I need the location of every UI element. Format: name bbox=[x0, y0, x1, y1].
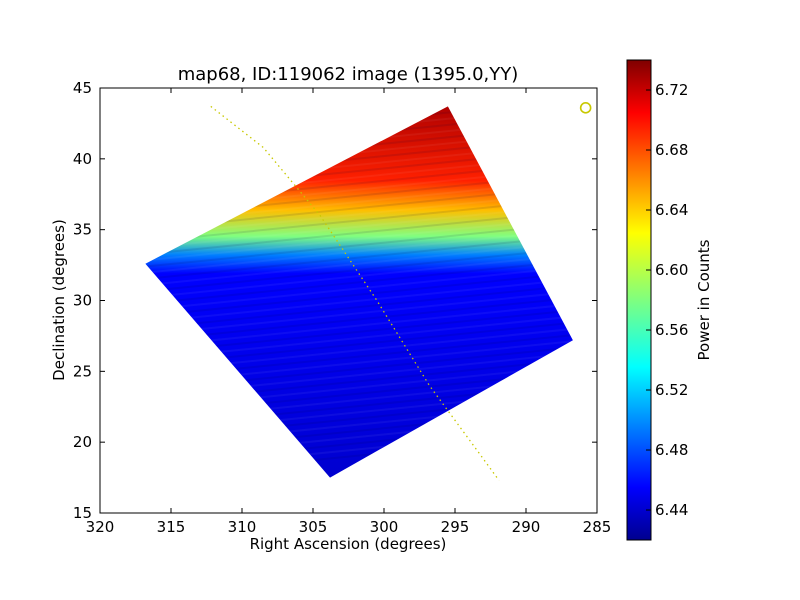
texture-stripe bbox=[145, 106, 573, 145]
texture-stripe bbox=[145, 306, 573, 355]
y-axis: 15 20 25 30 35 40 45 bbox=[73, 79, 597, 522]
x-tick-label: 295 bbox=[441, 518, 470, 536]
y-tick-label: 45 bbox=[73, 79, 92, 97]
texture-stripe bbox=[145, 269, 573, 318]
x-axis-label: Right Ascension (degrees) bbox=[250, 535, 447, 553]
x-tick-label: 310 bbox=[228, 518, 257, 536]
colorbar-ticks: 6.44 6.48 6.52 6.56 6.60 6.64 6.68 6.72 bbox=[646, 81, 688, 519]
source-marker bbox=[579, 102, 592, 114]
colorbar-tick-label: 6.68 bbox=[655, 141, 688, 159]
texture-stripe bbox=[145, 257, 573, 306]
plot-content bbox=[145, 102, 592, 481]
colorbar-label: Power in Counts bbox=[695, 239, 713, 360]
x-tick-label: 290 bbox=[512, 518, 541, 536]
x-tick-label: 300 bbox=[370, 518, 399, 536]
texture-stripe bbox=[145, 106, 573, 139]
x-axis: 320 315 310 305 300 295 290 285 bbox=[86, 88, 612, 536]
texture-stripe bbox=[145, 288, 573, 337]
sky-map-region bbox=[145, 106, 573, 478]
colorbar-tick-label: 6.64 bbox=[655, 201, 688, 219]
x-tick-label: 305 bbox=[299, 518, 328, 536]
y-tick-label: 40 bbox=[73, 150, 92, 168]
x-tick-label: 285 bbox=[583, 518, 612, 536]
y-axis-label: Declination (degrees) bbox=[50, 219, 68, 381]
texture-stripe bbox=[145, 294, 573, 343]
y-tick-label: 15 bbox=[73, 504, 92, 522]
texture-stripe bbox=[145, 106, 573, 132]
colorbar-tick-label: 6.56 bbox=[655, 321, 688, 339]
texture-stripe bbox=[145, 263, 573, 312]
texture-stripe bbox=[145, 244, 573, 293]
x-tick-label: 315 bbox=[157, 518, 186, 536]
x-tick-label: 320 bbox=[86, 518, 115, 536]
colorbar-tick-label: 6.72 bbox=[655, 81, 688, 99]
texture-stripe bbox=[145, 106, 573, 126]
texture-stripe bbox=[145, 251, 573, 299]
y-tick-label: 20 bbox=[73, 433, 92, 451]
texture-stripe bbox=[145, 300, 573, 349]
colorbar-tick-label: 6.60 bbox=[655, 261, 688, 279]
colorbar-tick-label: 6.48 bbox=[655, 441, 688, 459]
texture-stripe bbox=[145, 275, 573, 324]
y-tick-label: 25 bbox=[73, 362, 92, 380]
colorbar-tick-label: 6.52 bbox=[655, 381, 688, 399]
y-tick-label: 35 bbox=[73, 221, 92, 239]
colorbar-gradient bbox=[626, 59, 652, 541]
texture-stripe bbox=[145, 106, 573, 151]
y-tick-label: 30 bbox=[73, 292, 92, 310]
texture-stripe bbox=[145, 281, 573, 330]
chart-title: map68, ID:119062 image (1395.0,YY) bbox=[178, 64, 519, 85]
colorbar-tick-label: 6.44 bbox=[655, 501, 688, 519]
colorbar: 6.44 6.48 6.52 6.56 6.60 6.64 6.68 6.72 Power i… bbox=[626, 59, 713, 541]
